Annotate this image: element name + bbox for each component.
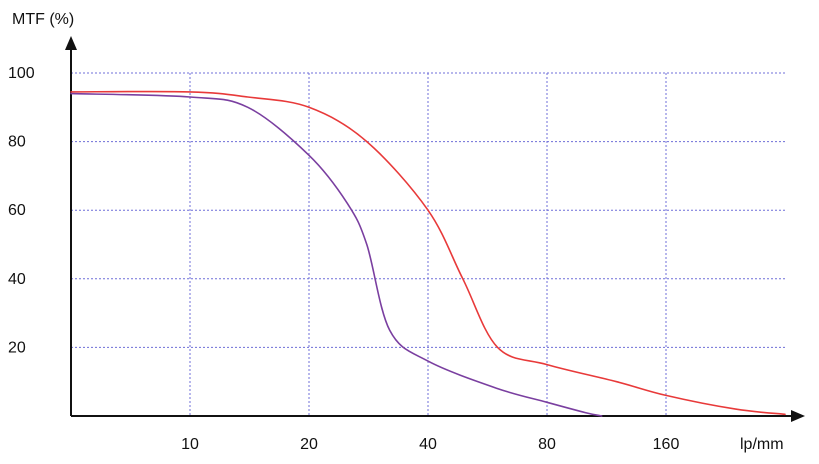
series-line-red	[70, 90, 786, 416]
y-axis-title: MTF (%)	[12, 11, 74, 28]
x-axis-arrow	[791, 410, 805, 422]
y-tick-label: 20	[8, 339, 26, 356]
y-tick-label: 80	[8, 134, 26, 151]
x-tick-label: 160	[653, 436, 680, 453]
x-axis-title: lp/mm	[740, 436, 784, 453]
y-tick-label: 100	[8, 65, 35, 82]
y-axis-arrow	[65, 36, 77, 50]
x-tick-label: 20	[300, 436, 318, 453]
series-line-purple	[70, 92, 603, 417]
series-group	[70, 90, 786, 417]
y-tick-label: 60	[8, 202, 26, 219]
grid	[71, 72, 785, 416]
x-tick-label: 40	[419, 436, 437, 453]
x-tick-label: 10	[181, 436, 199, 453]
tick-labels: 100 80 60 40 20 10 20 40 80 160	[8, 65, 679, 453]
x-tick-label: 80	[538, 436, 556, 453]
axes	[65, 36, 805, 422]
y-tick-label: 40	[8, 271, 26, 288]
